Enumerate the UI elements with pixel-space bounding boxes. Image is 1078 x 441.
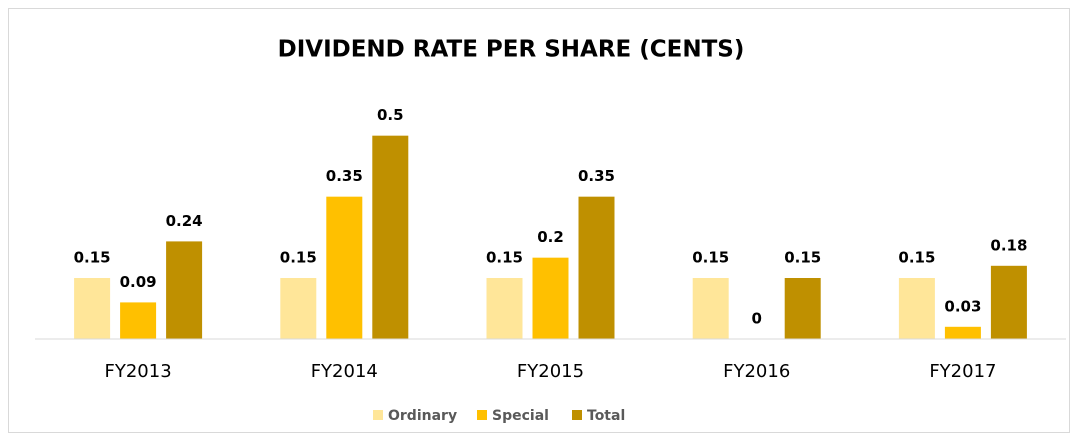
x-tick-label: FY2013 [105,361,172,382]
bar [280,278,317,339]
legend-label: Special [492,408,549,424]
x-tick-label: FY2017 [929,361,996,382]
value-label: 0.15 [898,249,935,267]
value-label: 0.15 [692,249,729,267]
bar [692,278,729,339]
legend-swatch [373,410,383,420]
value-label: 0.09 [120,273,157,291]
value-label: 0.35 [578,167,615,185]
bar [486,278,523,339]
legend-label: Total [587,408,625,424]
bar [326,196,363,339]
chart-border [8,8,1070,433]
value-label: 0.15 [74,249,111,267]
value-label: 0.2 [537,228,564,246]
value-label: 0.15 [486,249,523,267]
bar [990,265,1027,339]
legend-label: Ordinary [388,408,457,424]
bar [166,241,203,339]
legend-swatch [572,410,582,420]
value-label: 0.03 [944,297,981,315]
value-label: 0.35 [326,167,363,185]
x-tick-label: FY2016 [723,361,790,382]
value-label: 0.18 [990,236,1027,254]
value-label: 0.24 [166,212,203,230]
bar [578,196,615,339]
bar [898,278,935,339]
value-label: 0.15 [784,249,821,267]
x-tick-label: FY2015 [517,361,584,382]
bar [372,135,409,339]
bar [120,302,157,339]
bar [74,278,111,339]
value-label: 0.15 [280,249,317,267]
bar [944,326,981,339]
value-label: 0.5 [377,106,404,124]
bar [532,257,569,339]
value-label: 0 [751,310,761,328]
chart-title: DIVIDEND RATE PER SHARE (CENTS) [278,37,745,63]
legend-swatch [477,410,487,420]
x-tick-label: FY2014 [311,361,378,382]
bar [784,278,821,339]
